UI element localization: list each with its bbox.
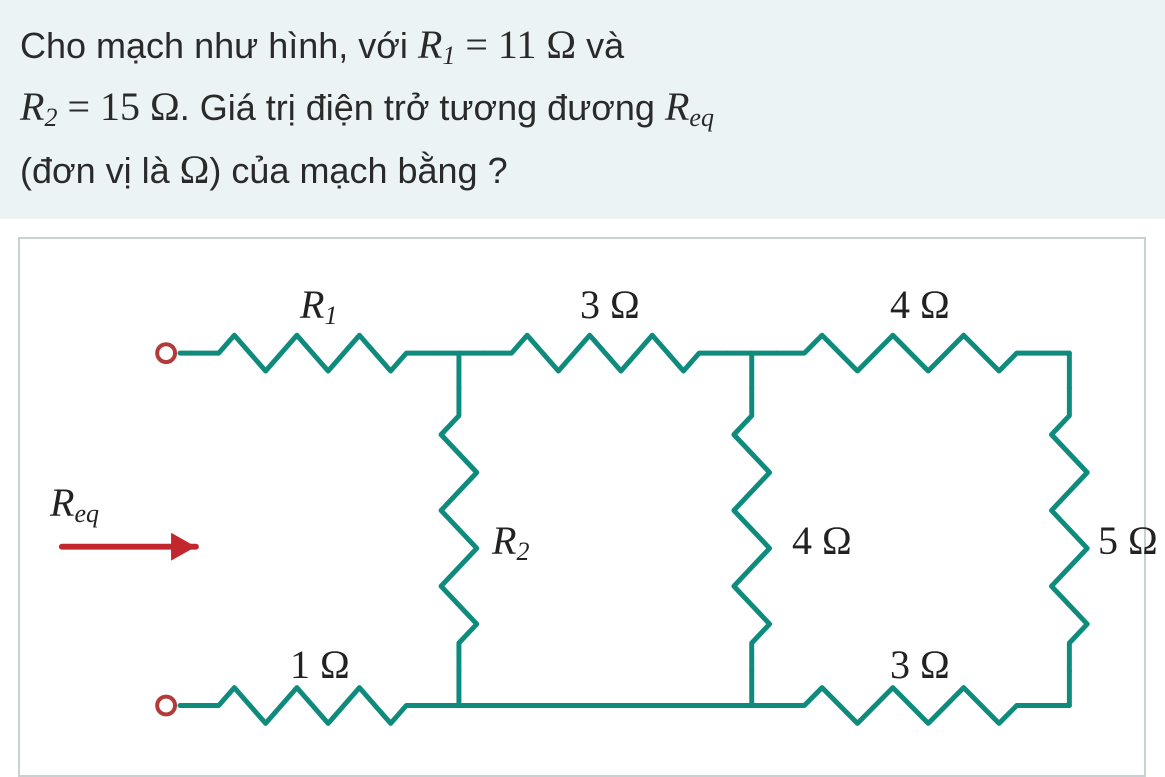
label-R1: R1 — [300, 281, 337, 331]
problem-statement: Cho mạch như hình, với R1 = 11 Ω và R2 =… — [0, 0, 1165, 219]
eq-1: = — [455, 22, 498, 67]
var-R2: R — [20, 84, 44, 129]
label-4ohm-top: 4 Ω — [890, 281, 950, 328]
var-Req: R — [665, 84, 689, 129]
label-3ohm-top: 3 Ω — [580, 281, 640, 328]
label-Req: Req — [50, 479, 99, 529]
label-1ohm: 1 Ω — [290, 641, 350, 688]
val-R1: 11 — [498, 22, 537, 67]
label-Req-sub: eq — [74, 499, 99, 528]
and-text: và — [576, 25, 624, 66]
diagram-container: Req R1 3 Ω 4 Ω 1 Ω 3 Ω R2 4 Ω 5 Ω — [0, 219, 1165, 777]
text-prefix-1: Cho mạch như hình, với — [20, 25, 418, 66]
val-R2: 15 — [100, 84, 140, 129]
label-4ohm-mid: 4 Ω — [792, 517, 852, 564]
label-3ohm-bot: 3 Ω — [890, 641, 950, 688]
period: . — [180, 87, 200, 128]
label-R2: R2 — [492, 517, 529, 567]
ohm-2: Ω — [140, 84, 180, 129]
sub-Req: eq — [689, 103, 714, 132]
sub-R1: 1 — [442, 41, 455, 70]
text-suffix-post: ) của mạch bằng ? — [209, 150, 507, 191]
eq-2: = — [57, 84, 100, 129]
label-Req-R: R — [50, 480, 74, 525]
sub-R2: 2 — [44, 103, 57, 132]
var-R1: R — [418, 22, 442, 67]
text-mid: Giá trị điện trở tương đương — [200, 87, 665, 128]
label-5ohm: 5 Ω — [1098, 517, 1158, 564]
ohm-1: Ω — [536, 22, 576, 67]
text-suffix-pre: (đơn vị là — [20, 150, 180, 191]
circuit-diagram: Req R1 3 Ω 4 Ω 1 Ω 3 Ω R2 4 Ω 5 Ω — [18, 237, 1146, 777]
ohm-3: Ω — [180, 147, 210, 192]
